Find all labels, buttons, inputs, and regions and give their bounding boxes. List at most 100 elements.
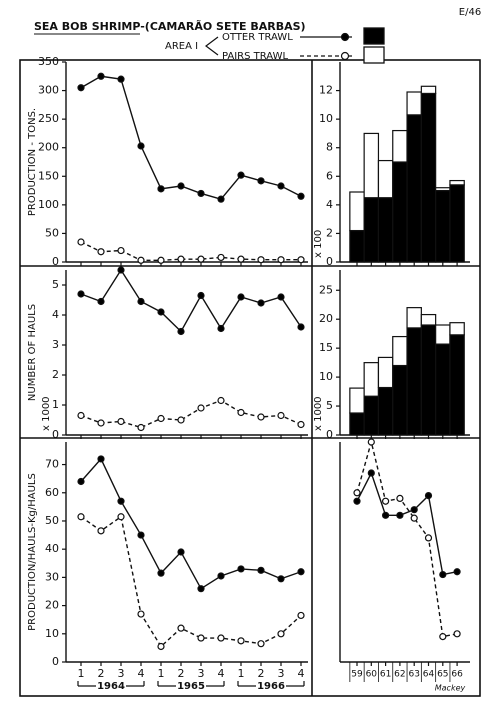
y-tick-label: 200 [38,141,59,154]
point [77,290,85,298]
y-tick-label: 50 [45,226,59,239]
chart-title: SEA BOB SHRIMP-(CAMARÃO SETE BARBAS) [34,20,306,33]
point [157,256,165,264]
point [297,192,305,200]
point [117,246,125,255]
point [137,531,145,539]
point [217,634,225,642]
bar-segment [449,322,465,336]
point [257,299,265,307]
bar-segment [349,191,365,232]
y-tick-label: 0 [326,255,333,268]
point [97,248,105,256]
point [367,469,375,477]
point [382,511,390,519]
y-axis-label: x 100 [313,230,324,258]
bar-segment [349,412,365,436]
point [297,420,305,429]
series-line [80,457,302,590]
y-tick-label: 25 [319,283,333,296]
y-axis-label: PRODUCTION - TONS. [27,108,38,216]
x-tick-label: 1 [158,667,165,680]
bar-segment [435,189,451,263]
point [197,255,205,263]
point [77,513,85,521]
point [257,177,265,185]
bar-segment [392,335,408,367]
x-tick-label: 60 [366,670,378,680]
point [77,411,85,420]
x-tick-label: 2 [178,667,185,680]
bar-segment [449,334,465,436]
bar-segment [363,395,380,436]
y-tick-label: 0 [52,655,59,668]
point [277,256,285,264]
point [237,293,245,301]
point [410,506,418,514]
point [439,633,447,641]
series-line [80,515,302,648]
group-label: 1964 [97,681,125,692]
bar-segment [349,387,365,414]
bar-segment [377,356,394,389]
y-tick-label: 2 [326,226,333,239]
point [137,256,145,264]
point [97,419,105,427]
point [77,238,85,246]
y-tick-label: 70 [45,458,59,471]
point [137,142,145,150]
legend-swatch [363,27,385,45]
y-tick-label: 60 [45,486,59,499]
point [237,255,245,263]
x-tick-label: 1 [238,667,245,680]
point [297,323,305,331]
bar-segment [420,324,437,436]
point [217,324,225,333]
legend-label: PAIRS TRAWL [222,51,288,62]
legend-bracket [205,36,219,56]
x-tick-label: 61 [380,670,391,680]
point [197,189,205,198]
y-tick-label: 6 [326,169,333,182]
x-tick-label: 63 [408,670,419,680]
y-tick-label: 15 [319,341,333,354]
y-tick-label: 10 [45,627,59,640]
y-tick-label: 4 [52,308,59,321]
y-tick-label: 3 [52,338,59,351]
y-tick-label: 0 [52,428,59,441]
series-line [356,471,458,576]
point [137,423,145,432]
y-axis-label: NUMBER OF HAULS [27,304,38,401]
bar-segment [449,179,465,186]
x-tick-label: 59 [351,670,363,680]
x-tick-label: 66 [451,670,463,680]
bar-segment [377,386,394,436]
point [177,255,185,263]
y-tick-label: 10 [319,112,333,125]
y-tick-label: 300 [38,84,59,97]
bar-segment [435,324,451,345]
x-tick-label: 4 [218,667,225,680]
y-tick-label: 0 [52,255,59,268]
bar-segment [420,313,437,326]
point [97,72,105,80]
x-tick-label: 4 [138,667,145,680]
y-tick-label: 5 [326,399,333,412]
bar-segment [449,184,465,263]
point [197,585,205,593]
point [197,291,205,300]
series-line [80,241,301,261]
point [157,569,165,577]
point [353,489,361,497]
bar-segment [363,132,380,199]
point [117,417,125,426]
y-tick-label: 40 [45,542,59,555]
point [257,640,265,648]
point [177,548,185,556]
x-tick-label: 4 [298,667,305,680]
point [257,413,265,421]
y-tick-label: 20 [319,312,333,325]
y-tick-label: 1 [52,398,59,411]
legend-area: AREA I [165,41,198,52]
series-line [356,439,458,638]
